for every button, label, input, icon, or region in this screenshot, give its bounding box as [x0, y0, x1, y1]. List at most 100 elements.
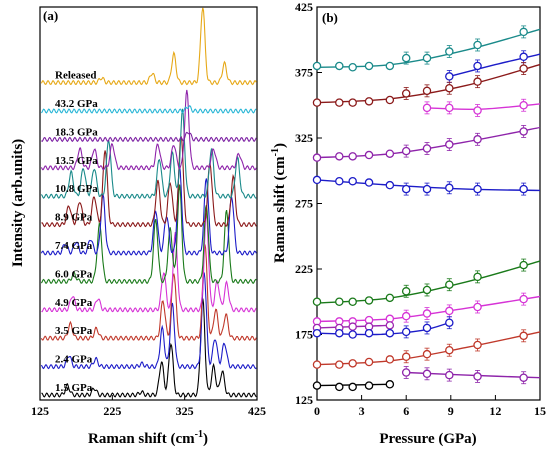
panel-b-y-tick-label: 425: [295, 0, 313, 14]
panel-a-x-tick-label: 425: [248, 404, 266, 418]
data-point: [445, 370, 454, 380]
spectrum-label: 8.9 GPa: [55, 212, 93, 224]
spectrum-3-5-gpa: [40, 244, 257, 341]
data-point: [519, 260, 528, 270]
spectrum-13-5-gpa: [40, 89, 257, 171]
data-point: [335, 360, 344, 369]
spectrum-6-0-gpa: [40, 184, 257, 285]
data-point: [401, 327, 411, 337]
data-point: [348, 63, 357, 72]
panel-b-ticks: 0 3 6 9 12 15 125 175 225 275 325 375 425: [295, 0, 546, 418]
panel-b: (b) 0 3 6 9 12 15 125 175 225 275 325 375 425 Pressu…: [270, 0, 546, 447]
data-point: [385, 293, 395, 303]
panel-b-y-tick-label: 275: [295, 197, 313, 211]
spectrum-label: 10.8 GPa: [55, 183, 98, 195]
data-point: [519, 294, 528, 304]
data-point: [312, 153, 322, 162]
panel-b-y-tick-label: 375: [295, 66, 313, 80]
panel-a-traces: 1.5 GPa 2.4 GPa 3.5 GPa 4.9 GPa 6.0 GPa 7.4 G…: [40, 7, 257, 398]
data-point: [401, 368, 411, 377]
spectrum-label: 43.2 GPa: [55, 98, 98, 110]
data-point: [422, 103, 432, 113]
fit-line: [316, 260, 541, 304]
panel-a-x-tick-label: 325: [176, 404, 194, 418]
panel-a-y-axis-title: Intensity (arb.units): [10, 139, 26, 267]
panel-a-x-tick-label: 125: [31, 404, 49, 418]
data-point: [335, 61, 344, 71]
data-point: [422, 184, 432, 194]
data-point: [348, 330, 357, 339]
data-point: [312, 381, 322, 390]
data-point: [312, 175, 322, 185]
data-point: [312, 297, 322, 306]
data-point: [364, 357, 374, 367]
panel-b-x-tick-label: 3: [359, 404, 365, 418]
data-point: [422, 323, 432, 333]
data-point: [473, 302, 482, 312]
data-point: [473, 61, 482, 71]
data-point: [445, 183, 454, 193]
data-point: [385, 61, 395, 71]
spectrum-released: [40, 7, 257, 86]
data-point: [348, 359, 357, 368]
spectrum-label: 18.3 GPa: [55, 126, 98, 138]
data-point: [519, 64, 528, 73]
data-point: [401, 311, 411, 321]
panel-b-y-axis-title: Raman shift (cm-1): [270, 143, 288, 263]
data-point: [385, 380, 395, 389]
data-point: [445, 280, 454, 289]
data-point: [335, 98, 344, 107]
data-point: [422, 369, 432, 379]
spectrum-2-4-gpa: [40, 272, 257, 370]
spectrum-label: 4.9 GPa: [55, 297, 93, 309]
panel-b-y-tick-label: 225: [295, 262, 313, 276]
spectrum-10-8-gpa: [40, 108, 257, 199]
data-point: [519, 127, 528, 136]
data-point: [312, 360, 322, 369]
panel-b-x-tick-label: 9: [448, 404, 454, 418]
data-point: [473, 77, 482, 86]
data-point: [445, 103, 454, 113]
spectrum-43-2-gpa: [40, 104, 257, 114]
panel-b-y-tick-label: 325: [295, 131, 313, 145]
data-point: [348, 152, 357, 161]
data-point: [364, 61, 374, 71]
data-point: [519, 331, 528, 341]
spectrum-label: 7.4 GPa: [55, 240, 93, 252]
spectrum-label: 3.5 GPa: [55, 325, 93, 337]
data-point: [422, 144, 432, 153]
spectrum-1-5-gpa: [41, 298, 257, 398]
data-point: [473, 40, 482, 50]
panel-a-x-tick-label: 225: [103, 404, 121, 418]
panel-b-x-tick-label: 12: [489, 404, 501, 418]
panel-a-frame: [39, 6, 258, 401]
panel-a-x-ticks: 125 225 325 425: [31, 395, 266, 418]
panel-a-x-axis-title-sup: -1: [195, 429, 203, 440]
data-point: [335, 152, 344, 161]
data-point: [422, 53, 432, 63]
data-point: [364, 178, 374, 187]
panel-b-label: (b): [322, 10, 338, 25]
data-point: [385, 180, 395, 190]
data-point: [364, 328, 374, 338]
data-point: [519, 27, 528, 37]
data-point: [519, 184, 528, 194]
data-point: [445, 306, 454, 316]
panel-a: (a) 125 225 325 425 1.5 GPa 2.4 GPa 3.5 GPa 4.…: [10, 6, 266, 447]
data-point: [422, 86, 432, 96]
data-point: [473, 135, 482, 144]
panel-b-y-axis-title-end: ): [272, 143, 288, 148]
data-point: [348, 382, 357, 392]
spectrum-18-3-gpa: [41, 131, 257, 143]
data-point: [445, 140, 454, 149]
data-point: [473, 272, 482, 282]
data-point: [401, 53, 411, 63]
panel-b-y-axis-title-main: Raman shift (cm: [272, 156, 288, 263]
data-point: [364, 150, 374, 160]
data-point: [335, 176, 344, 186]
data-point: [312, 328, 322, 338]
data-point: [445, 318, 454, 327]
panel-b-series: [312, 25, 541, 392]
data-point: [312, 98, 322, 107]
